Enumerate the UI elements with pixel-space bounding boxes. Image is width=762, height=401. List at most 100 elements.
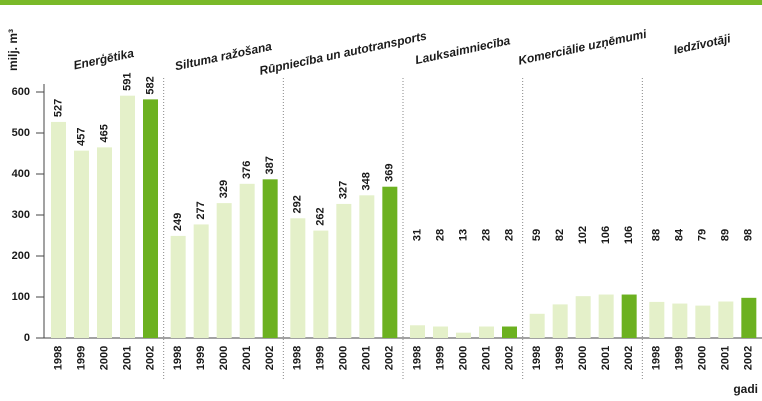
value-label: 292	[292, 195, 304, 213]
bar	[718, 301, 734, 338]
x-tick-label: 2001	[121, 346, 133, 370]
bar	[410, 325, 425, 338]
value-label: 88	[651, 229, 663, 241]
value-label: 591	[121, 73, 133, 91]
bar	[621, 294, 637, 338]
x-tick-label: 1999	[315, 346, 327, 370]
x-tick-label: 2002	[743, 346, 755, 370]
value-label: 13	[457, 229, 469, 241]
x-tick-label: 1998	[411, 346, 423, 370]
value-label: 98	[743, 229, 755, 241]
value-label: 277	[195, 201, 207, 219]
value-label: 262	[315, 207, 327, 225]
group-label: Lauksaimniecība	[414, 33, 512, 67]
value-label: 387	[264, 156, 276, 174]
value-label: 376	[241, 161, 253, 179]
value-label: 89	[720, 229, 732, 241]
bar	[649, 301, 665, 338]
value-label: 465	[98, 124, 110, 142]
value-label: 329	[218, 180, 230, 198]
x-tick-label: 2000	[577, 346, 589, 370]
value-label: 31	[411, 229, 423, 241]
bar	[97, 147, 112, 338]
value-label: 249	[172, 213, 184, 231]
group-label: Komerciālie uzņēmumi	[517, 27, 648, 68]
value-label: 457	[75, 127, 87, 145]
bar	[575, 296, 591, 338]
bar	[193, 224, 209, 338]
value-label: 348	[361, 172, 373, 190]
x-tick-label: 2001	[361, 346, 373, 370]
group-label: Rūpniecība un autotransports	[258, 29, 428, 78]
bar	[529, 313, 545, 338]
value-label: 79	[697, 229, 709, 241]
x-tick-label: 2001	[480, 346, 492, 370]
y-tick-label: 100	[12, 291, 30, 303]
value-label: 82	[554, 229, 566, 241]
value-label: 28	[480, 229, 492, 241]
bar	[672, 303, 688, 338]
x-tick-label: 1999	[674, 346, 686, 370]
bar	[741, 297, 757, 338]
value-label: 106	[623, 226, 635, 244]
x-tick-label: 1998	[651, 346, 663, 370]
x-tick-label: 1999	[75, 346, 87, 370]
bar	[74, 150, 89, 338]
value-label: 527	[52, 99, 64, 117]
bar	[262, 179, 278, 338]
x-tick-label: 2001	[720, 346, 732, 370]
x-tick-label: 2000	[697, 346, 709, 370]
x-tick-label: 1998	[172, 346, 184, 370]
value-label: 369	[384, 164, 396, 182]
bar	[143, 99, 158, 338]
bar	[433, 326, 448, 338]
x-tick-label: 1998	[292, 346, 304, 370]
x-tick-label: 2002	[264, 346, 276, 370]
y-tick-label: 600	[12, 86, 30, 98]
x-tick-label: 2000	[98, 346, 110, 370]
x-axis-label: gadi	[733, 382, 758, 396]
bar	[456, 332, 471, 338]
y-tick-label: 400	[12, 168, 30, 180]
x-tick-label: 1999	[434, 346, 446, 370]
x-tick-label: 2001	[600, 346, 612, 370]
x-tick-label: 2002	[144, 346, 156, 370]
bar	[313, 230, 329, 338]
top-rule	[0, 0, 762, 5]
value-label: 59	[531, 229, 543, 241]
x-tick-label: 2002	[503, 346, 515, 370]
x-tick-label: 2000	[457, 346, 469, 370]
x-tick-label: 2001	[241, 346, 253, 370]
y-tick-label: 0	[24, 332, 30, 344]
value-label: 327	[338, 181, 350, 199]
x-tick-label: 1999	[195, 346, 207, 370]
bar	[479, 326, 494, 338]
bar	[290, 218, 306, 338]
bar	[502, 326, 517, 338]
bar	[552, 304, 568, 338]
bar	[382, 186, 398, 338]
bar	[51, 121, 66, 339]
bar	[216, 203, 232, 338]
value-label: 106	[600, 226, 612, 244]
value-label: 102	[577, 226, 589, 244]
x-tick-label: 2000	[338, 346, 350, 370]
bar	[170, 235, 186, 338]
y-tick-label: 500	[12, 127, 30, 139]
bar	[598, 294, 614, 338]
y-axis-label: milj. m³	[6, 29, 20, 71]
bar	[336, 203, 352, 338]
value-label: 28	[434, 229, 446, 241]
bar	[695, 305, 711, 338]
x-tick-label: 1998	[52, 346, 64, 370]
value-label: 84	[674, 228, 686, 241]
x-tick-label: 2002	[384, 346, 396, 370]
bar	[359, 195, 375, 338]
x-tick-label: 2002	[623, 346, 635, 370]
x-tick-label: 2000	[218, 346, 230, 370]
bar	[120, 95, 135, 338]
value-label: 582	[144, 76, 156, 94]
value-label: 28	[503, 229, 515, 241]
group-label: Iedzīvotāji	[672, 31, 732, 57]
